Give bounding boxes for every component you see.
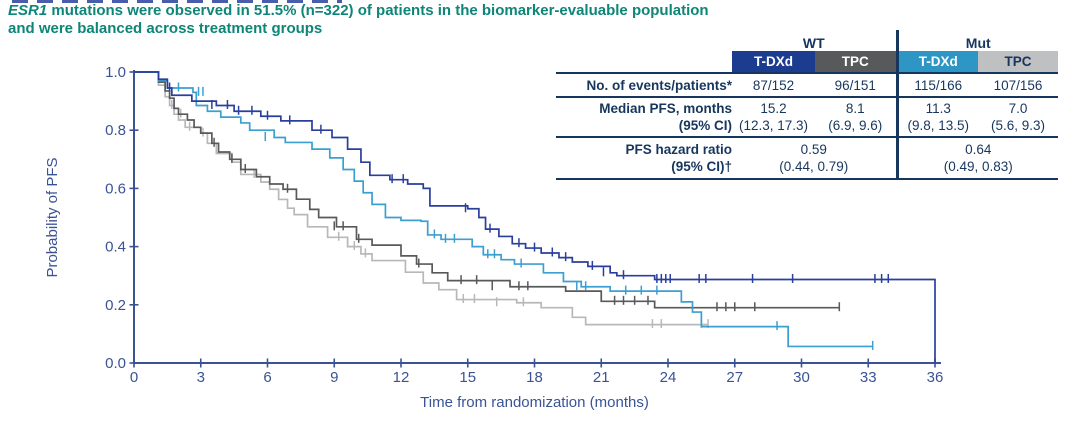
- x-tick-label: 12: [393, 369, 410, 386]
- km-curve-mut-tpc: [134, 71, 709, 326]
- x-tick-label: 21: [593, 369, 610, 386]
- y-axis-title: Probability of PFS: [44, 157, 61, 277]
- x-tick-label: 3: [197, 369, 205, 386]
- clipped-text-fragment: [12, 0, 342, 3]
- x-tick-label: 27: [726, 369, 743, 386]
- x-tick-label: 36: [927, 369, 944, 386]
- row-label: No. of events/patients*: [556, 73, 732, 98]
- x-axis-title: Time from randomization (months): [420, 394, 649, 411]
- x-tick-label: 30: [793, 369, 810, 386]
- title-line-2: and were balanced across treatment group…: [8, 20, 323, 37]
- censor-ticks-mut-t-dxd: [177, 82, 874, 350]
- median-wt-tdxd: 15.2 (12.3, 17.3): [732, 97, 815, 138]
- table-row-median-pfs: Median PFS, months (95% CI) 15.2 (12.3, …: [556, 97, 1058, 138]
- censor-ticks-wt-tpc: [213, 137, 841, 312]
- group-header-mut: Mut: [895, 30, 1058, 51]
- km-curve-mut-t-dxd: [134, 71, 873, 348]
- x-tick-label: 24: [660, 369, 677, 386]
- median-mut-tpc: 7.0 (5.6, 9.3): [978, 97, 1058, 138]
- hazard-ratio-wt: 0.59 (0.44, 0.79): [732, 137, 897, 180]
- censor-ticks-wt-t-dxd: [168, 82, 890, 283]
- x-tick-label: 9: [330, 369, 338, 386]
- events-mut-tdxd: 115/166: [895, 73, 978, 98]
- empty-cell: [556, 30, 732, 51]
- row-label: PFS hazard ratio (95% CI)†: [556, 137, 732, 180]
- km-curve-wt-t-dxd: [134, 71, 936, 363]
- events-wt-tpc: 96/151: [815, 73, 897, 98]
- group-header-wt: WT: [802, 35, 825, 51]
- group-header-row: WT Mut: [556, 30, 1058, 51]
- y-tick-label: 0.0: [105, 355, 126, 372]
- row-label: Median PFS, months (95% CI): [556, 97, 732, 138]
- events-wt-tdxd: 87/152: [732, 73, 815, 98]
- median-wt-tpc: 8.1 (6.9, 9.6): [815, 97, 897, 138]
- x-tick-label: 15: [459, 369, 476, 386]
- col-header-wt-tpc: TPC: [815, 51, 897, 74]
- results-table: WT Mut T-DXd TPC T-DXd TPC No. of events…: [556, 30, 1058, 180]
- title-text: mutations were observed in 51.5% (n=322)…: [47, 2, 709, 19]
- y-tick-label: 1.0: [105, 64, 126, 81]
- x-tick-label: 18: [526, 369, 543, 386]
- col-header-wt-tdxd: T-DXd: [732, 51, 815, 74]
- y-tick-label: 0.8: [105, 122, 126, 139]
- table-row-hazard-ratio: PFS hazard ratio (95% CI)† 0.59 (0.44, 0…: [556, 137, 1058, 180]
- x-tick-label: 6: [263, 369, 271, 386]
- col-header-mut-tpc: TPC: [978, 51, 1058, 74]
- hazard-ratio-mut: 0.64 (0.49, 0.83): [895, 137, 1058, 180]
- x-tick-label: 33: [860, 369, 877, 386]
- median-mut-tdxd: 11.3 (9.8, 13.5): [895, 97, 978, 138]
- x-tick-label: 0: [130, 369, 138, 386]
- censor-ticks-mut-tpc: [171, 99, 709, 329]
- events-mut-tpc: 107/156: [978, 73, 1058, 98]
- gene-name: ESR1: [8, 2, 48, 19]
- treatment-header-row: T-DXd TPC T-DXd TPC: [556, 51, 1058, 74]
- y-tick-label: 0.4: [105, 239, 126, 256]
- col-header-mut-tdxd: T-DXd: [895, 51, 978, 74]
- empty-cell: [556, 51, 732, 74]
- km-curve-wt-tpc: [134, 71, 840, 309]
- title-line-1: ESR1 mutations were observed in 51.5% (n…: [8, 2, 748, 20]
- y-tick-label: 0.6: [105, 180, 126, 197]
- slide-title: ESR1 mutations were observed in 51.5% (n…: [8, 2, 748, 38]
- y-tick-label: 0.2: [105, 297, 126, 314]
- table-row-events: No. of events/patients* 87/152 96/151 11…: [556, 73, 1058, 98]
